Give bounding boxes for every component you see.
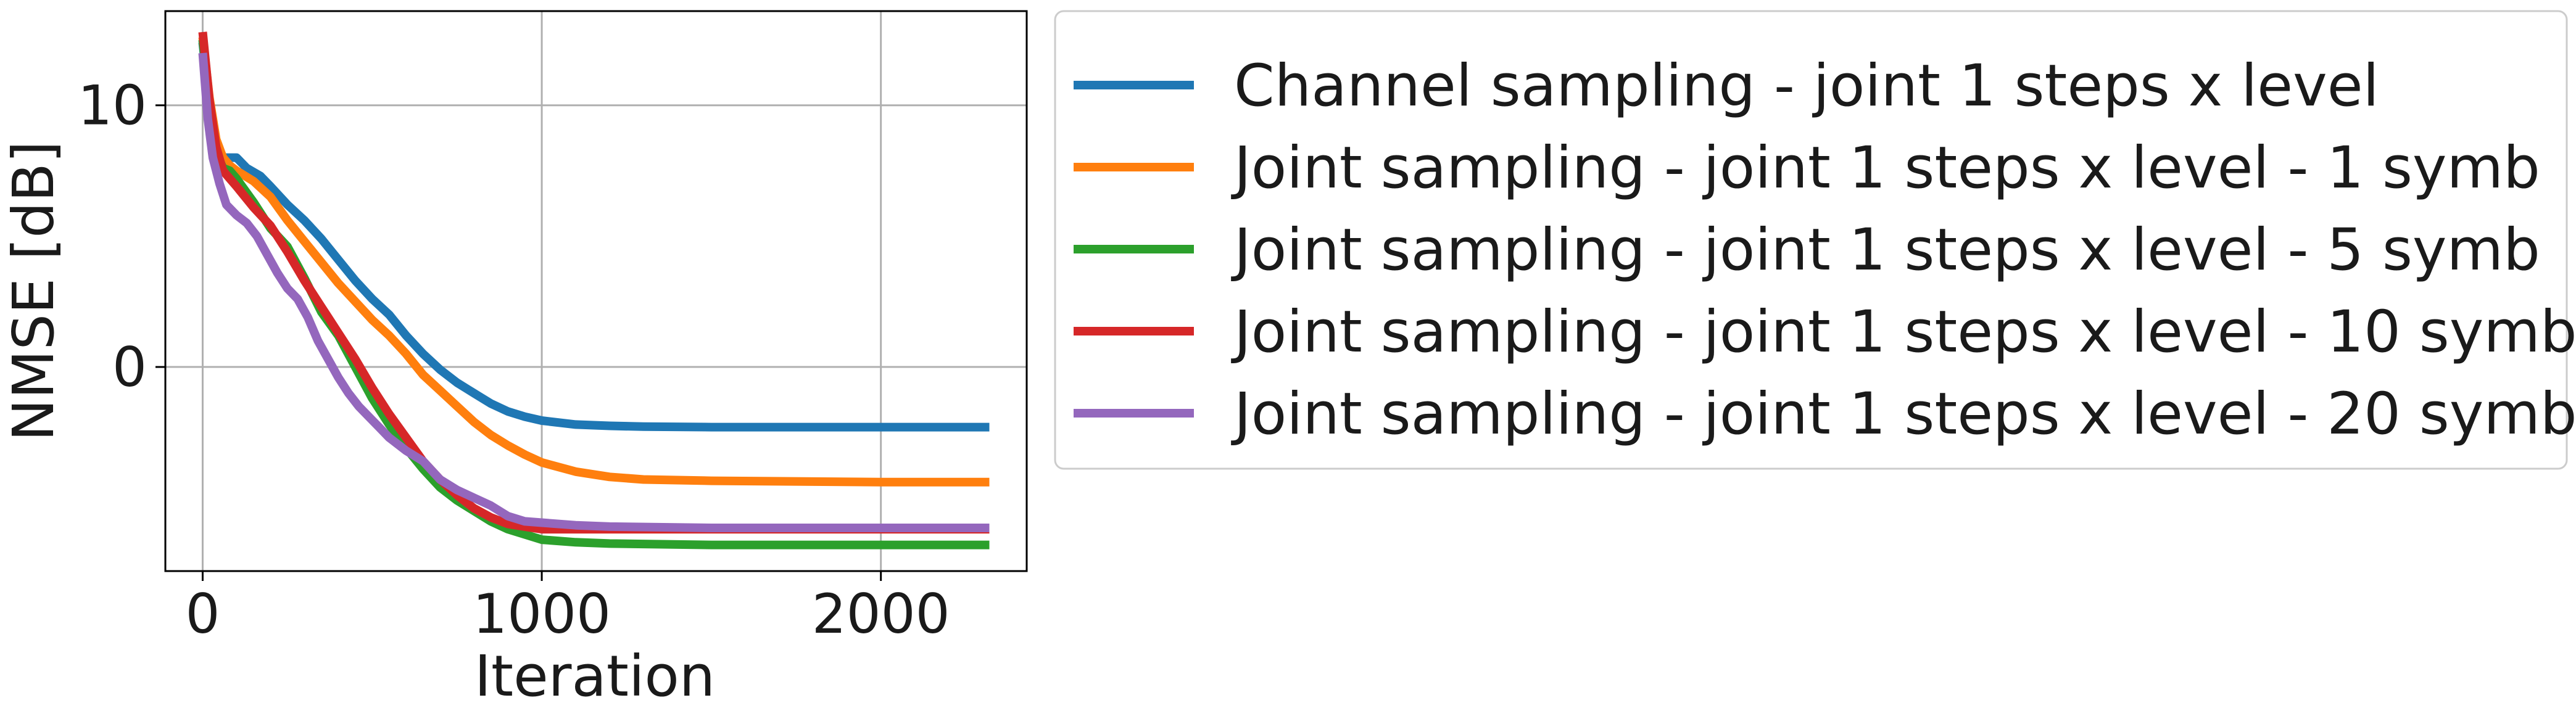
tick-layer: 0 1000 2000 0 10 xyxy=(78,74,950,646)
y-axis-label: NMSE [dB] xyxy=(1,141,67,441)
series-line-5 xyxy=(198,52,990,532)
plot-frame xyxy=(164,10,1028,572)
grid-layer xyxy=(165,11,1027,571)
legend: Channel sampling - joint 1 steps x level… xyxy=(1054,10,2576,470)
legend-label-1: Channel sampling - joint 1 steps x level xyxy=(1234,52,2379,120)
x-tick-label: 2000 xyxy=(812,582,950,646)
x-tick-label: 0 xyxy=(185,582,220,646)
legend-box xyxy=(1054,10,2568,470)
x-axis-label: Iteration xyxy=(474,643,715,709)
series-layer xyxy=(198,31,990,549)
y-tick-label: 10 xyxy=(78,74,147,138)
legend-items: Channel sampling - joint 1 steps x level… xyxy=(1074,52,2576,448)
x-tick-label: 1000 xyxy=(473,582,611,646)
legend-label-4: Joint sampling - joint 1 steps x level -… xyxy=(1231,298,2576,366)
series-line-3 xyxy=(198,39,990,549)
y-tick-label: 0 xyxy=(112,335,147,399)
series-line-4 xyxy=(198,31,990,534)
legend-label-5: Joint sampling - joint 1 steps x level -… xyxy=(1231,381,2576,448)
legend-label-2: Joint sampling - joint 1 steps x level -… xyxy=(1231,134,2540,202)
legend-label-3: Joint sampling - joint 1 steps x level -… xyxy=(1231,216,2540,284)
series-line-1 xyxy=(198,42,990,432)
series-line-2 xyxy=(198,36,990,487)
